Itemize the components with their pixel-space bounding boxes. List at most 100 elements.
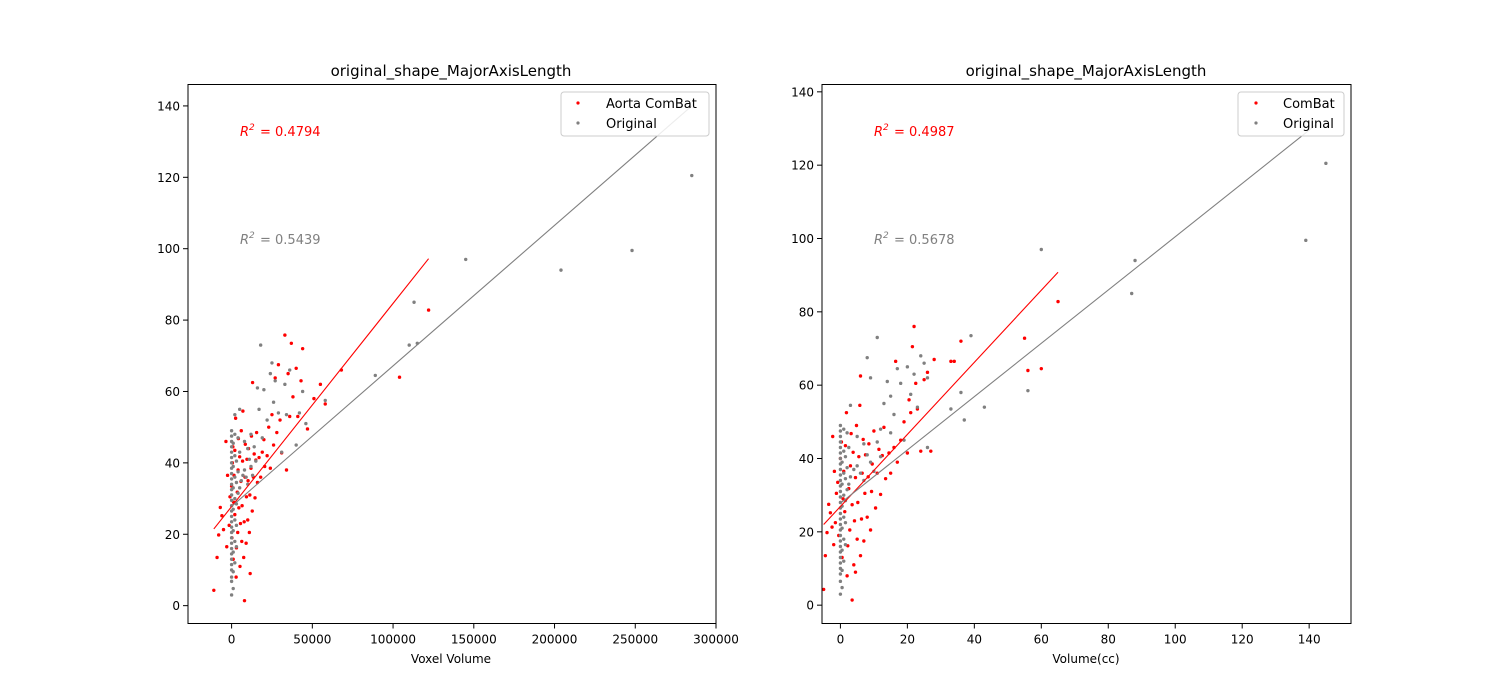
scatter-point bbox=[869, 489, 874, 494]
scatter-point bbox=[233, 412, 237, 417]
scatter-point bbox=[229, 525, 234, 529]
scatter-point bbox=[888, 471, 893, 475]
scatter-point bbox=[238, 521, 243, 526]
scatter-point bbox=[1026, 388, 1030, 393]
y-tick-label: 100 bbox=[157, 242, 180, 256]
scatter-point bbox=[236, 436, 240, 440]
scatter-point bbox=[244, 495, 249, 499]
legend-marker-series-2 bbox=[1254, 121, 1258, 125]
x-tick-label: 80 bbox=[1101, 633, 1116, 647]
scatter-point bbox=[323, 402, 327, 406]
scatter-point bbox=[294, 443, 298, 447]
scatter-point bbox=[224, 439, 228, 444]
scatter-point bbox=[304, 421, 308, 426]
scatter-point bbox=[229, 429, 234, 433]
scatter-point bbox=[231, 441, 235, 445]
scatter-point bbox=[271, 443, 276, 447]
scatter-point bbox=[252, 452, 256, 456]
scatter-point bbox=[949, 359, 953, 364]
scatter-point bbox=[229, 593, 234, 597]
scatter-point bbox=[929, 449, 933, 453]
legend: ComBat Original bbox=[1237, 91, 1345, 137]
scatter-point bbox=[273, 379, 277, 383]
scatter-point bbox=[237, 455, 242, 459]
scatter-point bbox=[842, 559, 846, 563]
scatter-point bbox=[559, 268, 563, 272]
scatter-point bbox=[1304, 238, 1308, 243]
scatter-point bbox=[231, 486, 235, 490]
scatter-point bbox=[825, 530, 829, 535]
scatter-point bbox=[225, 545, 229, 549]
scatter-point bbox=[827, 502, 831, 507]
scatter-point bbox=[241, 409, 245, 413]
scatter-point bbox=[248, 571, 252, 576]
scatter-point bbox=[845, 574, 849, 578]
scatter-point bbox=[229, 477, 234, 481]
scatter-point bbox=[865, 453, 869, 457]
series-2-points bbox=[838, 161, 1328, 596]
scatter-point bbox=[229, 498, 234, 503]
scatter-point bbox=[229, 471, 234, 476]
scatter-point bbox=[248, 493, 252, 497]
scatter-point bbox=[853, 570, 858, 574]
series-1-points bbox=[212, 308, 431, 603]
scatter-point bbox=[233, 539, 237, 544]
x-tick-label: 250000 bbox=[612, 633, 658, 647]
scatter-point bbox=[312, 396, 316, 401]
scatter-point bbox=[234, 575, 238, 579]
scatter-point bbox=[229, 546, 234, 551]
r2-value: = 0.5439 bbox=[260, 233, 321, 248]
regression-line-series-2 bbox=[840, 124, 1317, 504]
scatter-point bbox=[857, 454, 861, 459]
scatter-point bbox=[412, 300, 416, 304]
scatter-point bbox=[265, 418, 269, 422]
plot-marks bbox=[821, 124, 1328, 602]
scatter-point bbox=[882, 401, 886, 406]
scatter-point bbox=[838, 440, 843, 444]
scatter-point bbox=[630, 248, 634, 253]
scatter-point bbox=[250, 473, 255, 478]
legend: Aorta ComBat Original bbox=[560, 91, 710, 137]
x-axis-label: Volume(cc) bbox=[1052, 652, 1119, 666]
scatter-point bbox=[229, 514, 234, 519]
legend-marker-series-2 bbox=[576, 121, 580, 125]
scatter-point bbox=[838, 489, 843, 494]
scatter-point bbox=[690, 173, 694, 178]
y-tick-label: 120 bbox=[791, 159, 814, 173]
scatter-point bbox=[1022, 336, 1027, 340]
scatter-point bbox=[1133, 258, 1137, 263]
y-tick-label: 0 bbox=[806, 599, 814, 613]
x-tick-label: 200000 bbox=[532, 633, 578, 647]
scatter-point bbox=[821, 587, 826, 592]
scatter-point bbox=[254, 430, 259, 435]
scatter-point bbox=[236, 491, 240, 495]
scatter-point bbox=[838, 539, 843, 543]
y-tick-label: 140 bbox=[157, 99, 180, 113]
scatter-point bbox=[842, 493, 846, 497]
scatter-point bbox=[893, 359, 898, 364]
scatter-point bbox=[838, 592, 843, 596]
y-tick-label: 20 bbox=[165, 528, 180, 542]
r2-symbol: R2 bbox=[874, 231, 889, 248]
scatter-point bbox=[231, 586, 235, 591]
y-axis-ticks: 0 20 40 60 80 100 120 140 bbox=[791, 85, 822, 613]
scatter-point bbox=[910, 344, 915, 349]
scatter-point bbox=[847, 445, 851, 450]
legend-label-series-1: Aorta ComBat bbox=[606, 97, 697, 112]
scatter-point bbox=[239, 429, 243, 433]
r2-annotation-series-1: R2 = 0.4987 bbox=[874, 123, 955, 140]
scatter-point bbox=[841, 497, 845, 501]
scatter-point bbox=[919, 449, 923, 453]
scatter-point bbox=[852, 467, 856, 472]
scatter-point bbox=[231, 464, 235, 469]
scatter-point bbox=[244, 541, 248, 545]
regression-line-series-1 bbox=[213, 258, 430, 530]
scatter-point bbox=[838, 500, 843, 505]
scatter-point bbox=[858, 471, 863, 475]
scatter-point bbox=[258, 475, 263, 479]
scatter-point bbox=[932, 357, 936, 362]
scatter-point bbox=[229, 482, 234, 486]
regression-line-series-1 bbox=[823, 271, 1059, 525]
scatter-point bbox=[220, 514, 224, 518]
scatter-point bbox=[845, 487, 849, 492]
